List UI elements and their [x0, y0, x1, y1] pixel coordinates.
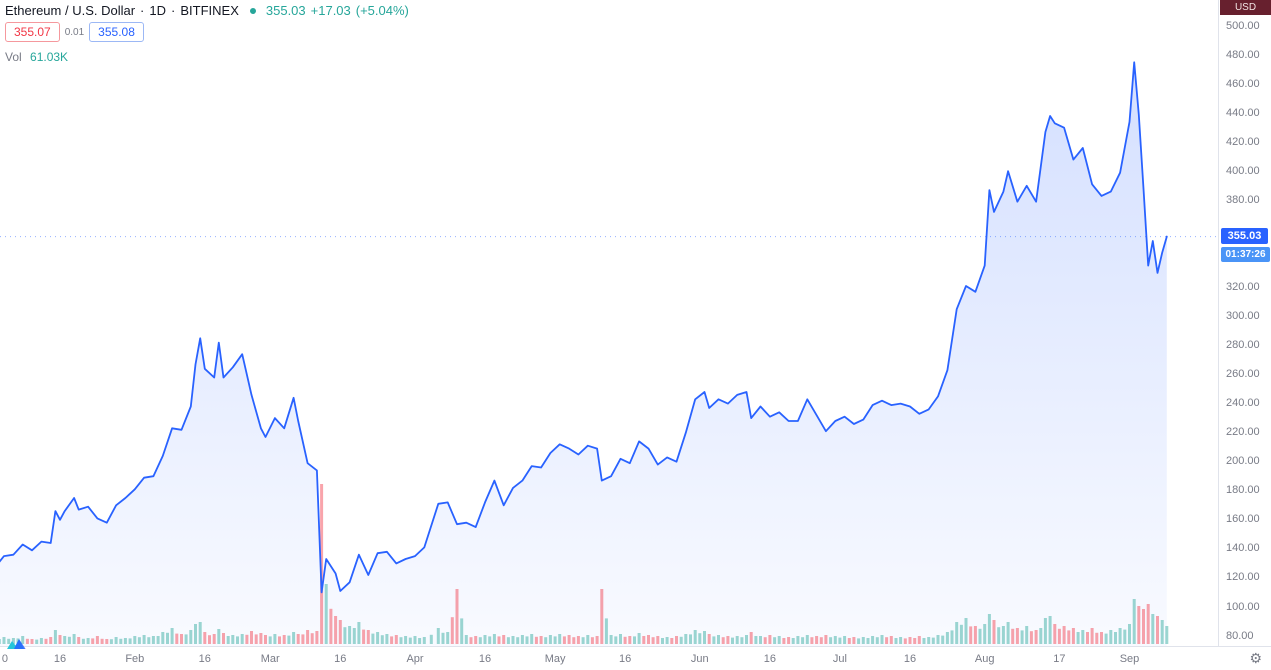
volume-value: 61.03K	[30, 50, 69, 64]
legend-change: +17.03	[310, 3, 351, 18]
time-tick-label: Feb	[125, 653, 145, 665]
bar-countdown-flag: 01:37:26	[1221, 246, 1270, 262]
last-price-flag: 355.03	[1221, 227, 1268, 244]
time-tick-label: 16	[334, 653, 347, 665]
price-tick-label: 280.00	[1226, 339, 1260, 351]
time-tick-label: May	[544, 653, 566, 665]
price-tick-label: 100.00	[1226, 600, 1260, 613]
chart-canvas[interactable]: Ethereum / U.S. Dollar · 1D · BITFINEX 3…	[0, 0, 1219, 646]
price-tick-label: 120.00	[1226, 571, 1260, 584]
price-tick-label: 140.00	[1226, 542, 1260, 555]
price-scale-axis[interactable]: USD 500.00 480.00 460.00 440.00 420.00 400.00…	[1220, 0, 1271, 646]
price-tick-label: 460.00	[1226, 77, 1260, 90]
price-tick-label: 420.00	[1226, 135, 1260, 148]
price-tick-label: 160.00	[1226, 513, 1260, 526]
price-tick-label: 200.00	[1226, 455, 1260, 468]
time-tick-label: 16	[478, 653, 492, 665]
price-chart	[0, 61, 1218, 646]
price-tick-label: 400.00	[1226, 164, 1260, 177]
symbol-title[interactable]: Ethereum / U.S. Dollar	[5, 3, 136, 18]
quote-row: 355.07 0.01 355.08	[5, 22, 144, 42]
settings-gear-icon[interactable]: ⚙	[1249, 650, 1262, 666]
price-tick-label: 260.00	[1226, 368, 1260, 381]
time-tick-label: 16	[903, 653, 917, 665]
separator-dot: ·	[140, 3, 145, 18]
price-tick-label: 300.00	[1226, 310, 1260, 322]
buy-button[interactable]: 355.08	[89, 22, 144, 42]
volume-readout: Vol 61.03K	[5, 50, 68, 64]
legend-last-price: 355.03	[265, 3, 306, 18]
price-line	[0, 61, 1168, 594]
exchange-label[interactable]: BITFINEX	[180, 3, 239, 18]
price-tick-label: 80.00	[1226, 629, 1254, 642]
legend-change-pct: (+5.04%)	[355, 3, 409, 18]
price-tick-label: 180.00	[1226, 484, 1260, 497]
time-tick-label: 16	[763, 653, 777, 665]
price-tick-label: 440.00	[1226, 106, 1260, 119]
interval-label[interactable]: 1D	[149, 3, 167, 18]
separator-dot: ·	[171, 3, 176, 18]
spread-value: 0.01	[64, 26, 85, 38]
time-tick-label: Jul	[832, 653, 847, 665]
time-scale-axis[interactable]: 0 16 Feb 16 Mar 16 Apr 16 May 16 Jun 16 Jul 16 Aug 17 Se…	[0, 646, 1271, 670]
time-tick-label: Mar	[260, 653, 280, 665]
currency-chip[interactable]: USD	[1220, 0, 1271, 15]
sell-button[interactable]: 355.07	[5, 22, 60, 42]
time-tick-label: 17	[1053, 653, 1066, 665]
price-tick-label: 220.00	[1226, 426, 1260, 439]
time-tick-label: 16	[53, 653, 67, 665]
time-tick-label: Apr	[406, 653, 424, 665]
time-tick-label: 0	[1, 653, 8, 665]
time-tick-label: Aug	[974, 653, 995, 665]
price-tick-label: 380.00	[1226, 193, 1260, 206]
price-tick-label: 320.00	[1226, 280, 1260, 293]
tradingview-logo[interactable]	[7, 636, 26, 655]
price-tick-label: 240.00	[1226, 397, 1260, 410]
volume-bars	[0, 484, 1169, 644]
time-tick-label: Jun	[690, 653, 709, 665]
price-tick-label: 500.00	[1226, 19, 1260, 32]
time-tick-label: Sep	[1119, 653, 1140, 665]
price-tick-label: 480.00	[1226, 48, 1260, 61]
time-tick-label: 16	[198, 653, 211, 665]
volume-label: Vol	[5, 50, 22, 64]
mountain-logo-icon	[7, 639, 26, 649]
time-tick-label: 16	[618, 653, 632, 665]
symbol-legend[interactable]: Ethereum / U.S. Dollar · 1D · BITFINEX 3…	[5, 3, 414, 18]
market-status-icon[interactable]	[249, 7, 256, 14]
price-area	[0, 62, 1167, 646]
